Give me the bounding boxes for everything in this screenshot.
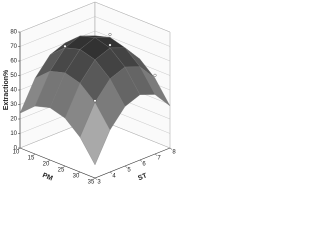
surface-cell <box>79 101 111 166</box>
data-point <box>153 73 157 77</box>
z-tick-label: 80 <box>10 30 17 36</box>
x-tick-label: 8 <box>172 150 176 156</box>
y-tick <box>62 165 66 168</box>
y-tick-label: 15 <box>28 156 35 162</box>
data-point <box>93 99 97 103</box>
data-point <box>108 43 112 47</box>
x-tick-label: 6 <box>142 162 146 168</box>
grid-line <box>19 16 171 47</box>
z-tick-label: 40 <box>10 88 17 94</box>
data-point <box>63 44 67 48</box>
z-tick-label: 10 <box>10 131 17 137</box>
x-tick-label: 3 <box>97 180 101 186</box>
y-tick-label: 10 <box>13 150 20 156</box>
y-tick <box>77 171 81 174</box>
x-tick <box>139 159 143 162</box>
grid-line <box>19 1 171 33</box>
y-tick-label: 20 <box>43 162 50 168</box>
x-tick <box>154 153 158 156</box>
axis-label: PM <box>41 172 54 182</box>
x-tick-label: 7 <box>157 156 161 162</box>
y-tick-label: 25 <box>58 168 65 174</box>
y-tick <box>92 177 96 180</box>
axis-label: ST <box>137 172 149 182</box>
x-tick <box>109 171 113 174</box>
grid-line <box>19 30 171 62</box>
x-tick <box>94 177 98 180</box>
y-tick <box>32 153 36 156</box>
data-point <box>108 33 112 36</box>
z-tick-label: 60 <box>10 59 17 65</box>
y-tick-label: 35 <box>88 180 95 186</box>
z-tick-label: 20 <box>10 117 17 123</box>
y-tick-label: 30 <box>73 174 80 180</box>
y-tick <box>47 159 51 162</box>
z-tick-label: 0 <box>14 146 18 152</box>
x-tick-label: 5 <box>127 168 131 174</box>
z-tick-label: 30 <box>10 102 17 108</box>
y-tick <box>17 147 21 150</box>
x-tick <box>124 165 128 168</box>
x-tick-label: 4 <box>112 174 116 180</box>
x-tick <box>169 147 173 150</box>
z-tick-label: 50 <box>10 73 17 79</box>
z-tick-label: 70 <box>10 44 17 50</box>
axis-label: Extraction% <box>3 69 10 110</box>
